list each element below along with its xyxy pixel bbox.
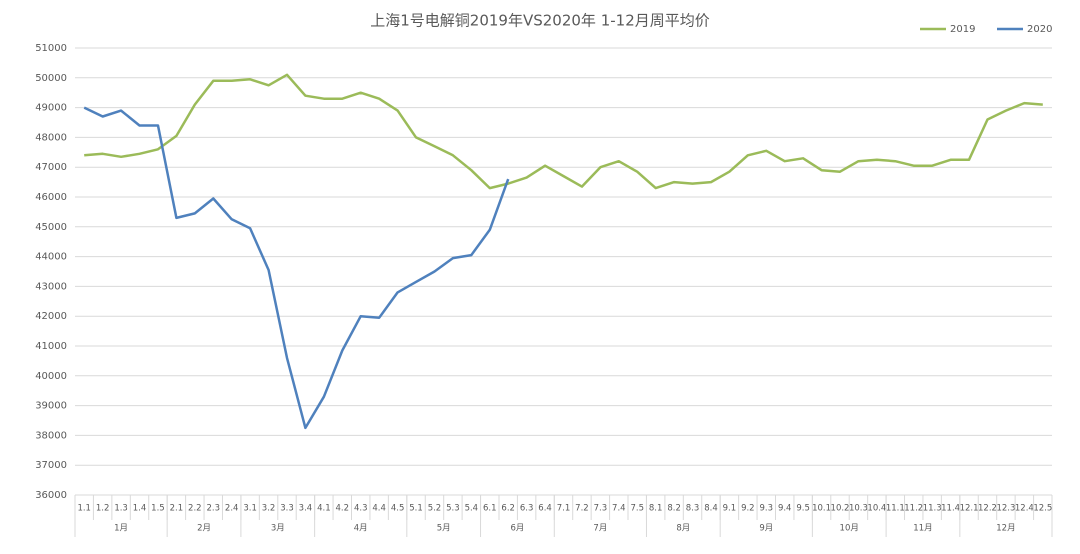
x-tick-label: 7.3 <box>594 504 608 514</box>
group-label: 7月 <box>593 524 607 534</box>
y-tick-label: 36000 <box>35 490 67 501</box>
x-tick-label: 6.2 <box>501 504 515 514</box>
group-label: 5月 <box>437 524 451 534</box>
y-tick-label: 41000 <box>35 341 67 352</box>
y-tick-label: 42000 <box>35 311 67 322</box>
x-tick-label: 12.3 <box>996 504 1015 514</box>
x-tick-label: 12.5 <box>1033 504 1052 514</box>
x-tick-label: 6.1 <box>483 504 497 514</box>
x-tick-label: 7.1 <box>557 504 571 514</box>
x-tick-label: 7.2 <box>575 504 589 514</box>
y-tick-label: 46000 <box>35 192 67 203</box>
y-tick-label: 43000 <box>35 281 67 292</box>
group-label: 12月 <box>996 524 1015 534</box>
y-tick-label: 51000 <box>35 43 67 54</box>
x-tick-label: 4.1 <box>317 504 331 514</box>
y-tick-label: 50000 <box>35 73 67 84</box>
group-label: 6月 <box>510 524 524 534</box>
x-tick-label: 10.3 <box>849 504 868 514</box>
y-tick-label: 37000 <box>35 460 67 471</box>
x-tick-label: 5.1 <box>409 504 423 514</box>
chart-title: 上海1号电解铜2019年VS2020年 1-12月周平均价 <box>370 12 710 30</box>
x-tick-label: 12.2 <box>978 504 997 514</box>
x-tick-label: 7.5 <box>630 504 644 514</box>
legend-label: 2019 <box>950 24 975 35</box>
group-label: 9月 <box>759 524 773 534</box>
x-tick-label: 3.3 <box>280 504 294 514</box>
x-tick-label: 7.4 <box>612 504 626 514</box>
group-label: 11月 <box>913 524 932 534</box>
x-tick-label: 5.3 <box>446 504 460 514</box>
group-label: 10月 <box>840 524 859 534</box>
x-tick-label: 1.2 <box>96 504 110 514</box>
x-tick-label: 3.1 <box>243 504 257 514</box>
x-tick-label: 6.3 <box>520 504 534 514</box>
x-tick-label: 5.2 <box>428 504 442 514</box>
x-tick-label: 11.1 <box>886 504 905 514</box>
x-tick-label: 9.4 <box>778 504 792 514</box>
x-tick-label: 1.1 <box>77 504 91 514</box>
y-tick-label: 38000 <box>35 430 67 441</box>
x-tick-label: 9.2 <box>741 504 755 514</box>
x-tick-label: 9.5 <box>796 504 810 514</box>
y-tick-label: 49000 <box>35 103 67 114</box>
group-label: 8月 <box>676 524 690 534</box>
group-label: 2月 <box>197 524 211 534</box>
y-tick-label: 47000 <box>35 162 67 173</box>
x-tick-label: 8.1 <box>649 504 663 514</box>
x-tick-label: 11.4 <box>941 504 960 514</box>
x-tick-label: 1.4 <box>133 504 147 514</box>
x-tick-label: 2.2 <box>188 504 202 514</box>
x-tick-label: 9.1 <box>723 504 737 514</box>
x-tick-label: 2.1 <box>170 504 184 514</box>
legend-label: 2020 <box>1027 24 1052 35</box>
x-tick-label: 4.2 <box>336 504 350 514</box>
y-tick-label: 40000 <box>35 371 67 382</box>
group-label: 3月 <box>271 524 285 534</box>
x-tick-label: 1.3 <box>114 504 128 514</box>
y-tick-label: 48000 <box>35 132 67 143</box>
group-label: 4月 <box>354 524 368 534</box>
x-tick-label: 12.1 <box>960 504 979 514</box>
x-tick-label: 12.4 <box>1015 504 1034 514</box>
series-line <box>84 73 1043 190</box>
series-line <box>83 106 510 430</box>
x-tick-label: 10.2 <box>831 504 850 514</box>
group-label: 1月 <box>114 524 128 534</box>
x-tick-label: 6.4 <box>538 504 552 514</box>
x-tick-label: 4.4 <box>372 504 386 514</box>
x-tick-label: 3.4 <box>299 504 313 514</box>
x-tick-label: 11.3 <box>923 504 942 514</box>
x-tick-label: 2.3 <box>206 504 220 514</box>
x-tick-label: 4.3 <box>354 504 368 514</box>
x-tick-label: 3.2 <box>262 504 276 514</box>
x-tick-label: 11.2 <box>904 504 923 514</box>
x-tick-label: 8.3 <box>686 504 700 514</box>
x-tick-label: 10.4 <box>867 504 886 514</box>
y-tick-label: 44000 <box>35 252 67 263</box>
y-tick-label: 45000 <box>35 222 67 233</box>
x-tick-label: 9.3 <box>760 504 774 514</box>
x-tick-label: 1.5 <box>151 504 165 514</box>
x-tick-label: 10.1 <box>812 504 831 514</box>
y-tick-label: 39000 <box>35 401 67 412</box>
x-tick-label: 8.2 <box>667 504 681 514</box>
x-tick-label: 8.4 <box>704 504 718 514</box>
x-tick-label: 5.4 <box>465 504 479 514</box>
x-tick-label: 4.5 <box>391 504 405 514</box>
x-tick-label: 2.4 <box>225 504 239 514</box>
